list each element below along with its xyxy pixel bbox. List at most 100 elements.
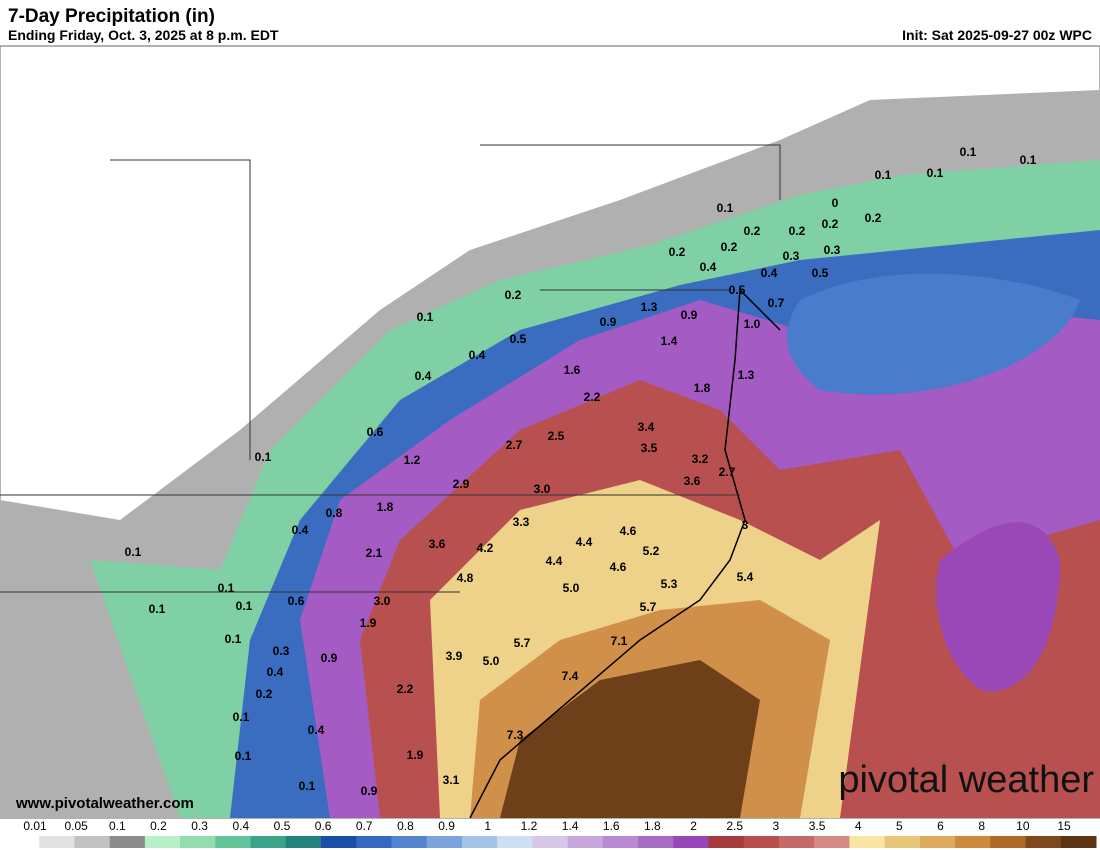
legend-tick-label: 0.2 bbox=[150, 819, 167, 833]
amount-label: 1.0 bbox=[744, 317, 761, 331]
title: 7-Day Precipitation (in) bbox=[8, 6, 215, 27]
amount-label: 0.6 bbox=[367, 425, 384, 439]
amount-label: 1.2 bbox=[404, 453, 421, 467]
legend-tick-label: 0.01 bbox=[23, 819, 47, 833]
legend-tick-label: 0.7 bbox=[356, 819, 373, 833]
legend-swatch bbox=[4, 836, 40, 848]
amount-label: 0.1 bbox=[717, 201, 734, 215]
legend-swatch bbox=[391, 836, 428, 848]
amount-label: 0.6 bbox=[288, 594, 305, 608]
legend-tick-label: 1.8 bbox=[644, 819, 661, 833]
amount-label: 1.3 bbox=[641, 300, 658, 314]
legend-tick-label: 3 bbox=[773, 819, 780, 833]
amount-label: 3.0 bbox=[534, 482, 551, 496]
amount-label: 0 bbox=[832, 196, 839, 210]
init-time: Init: Sat 2025-09-27 00z WPC bbox=[902, 27, 1092, 43]
amount-label: 3.6 bbox=[429, 537, 446, 551]
legend-tick-label: 0.6 bbox=[315, 819, 332, 833]
amount-label: 0.3 bbox=[273, 644, 290, 658]
legend-swatch bbox=[215, 836, 252, 848]
amount-label: 2.9 bbox=[453, 477, 470, 491]
legend-tick-label: 1.6 bbox=[603, 819, 620, 833]
amount-label: 0.1 bbox=[417, 310, 434, 324]
legend-swatch bbox=[955, 836, 991, 848]
amount-label: 0.1 bbox=[875, 168, 892, 182]
amount-label: 1.9 bbox=[360, 616, 377, 630]
amount-label: 0.9 bbox=[321, 651, 338, 665]
amount-label: 2.7 bbox=[719, 465, 736, 479]
amount-label: 4.8 bbox=[457, 571, 474, 585]
amount-label: 0.4 bbox=[267, 665, 284, 679]
legend-swatch bbox=[919, 836, 956, 848]
amount-label: 3.0 bbox=[374, 594, 391, 608]
watermark-url: www.pivotalweather.com bbox=[15, 795, 194, 812]
amount-label: 0.2 bbox=[256, 687, 273, 701]
legend-swatch bbox=[285, 836, 322, 848]
amount-label: 0.2 bbox=[865, 211, 882, 225]
legend-tick-label: 6 bbox=[937, 819, 944, 833]
legend-swatch bbox=[638, 836, 674, 848]
legend-tick-label: 1.2 bbox=[521, 819, 538, 833]
amount-labels: 0.10.10.1 0.10.1 00.2 0.2 0.2 0.20.2 0.20.40.3… bbox=[125, 145, 1037, 798]
amount-label: 4.6 bbox=[610, 560, 627, 574]
coastline bbox=[469, 288, 781, 819]
legend-swatch bbox=[567, 836, 604, 848]
legend-swatch bbox=[426, 836, 463, 848]
legend-swatch bbox=[743, 836, 780, 848]
amount-label: 0.3 bbox=[824, 243, 841, 257]
amount-label: 0.1 bbox=[218, 581, 235, 595]
legend-swatch bbox=[602, 836, 639, 848]
amount-label: 0.5 bbox=[729, 283, 746, 297]
amount-label: 0.1 bbox=[299, 779, 316, 793]
amount-label: 0.5 bbox=[812, 266, 829, 280]
legend-tick-label: 4 bbox=[855, 819, 862, 833]
legend-swatch bbox=[39, 836, 75, 848]
amount-label: 0.4 bbox=[308, 723, 325, 737]
amount-label: 0.1 bbox=[125, 545, 142, 559]
legend-swatch bbox=[497, 836, 533, 848]
legend-swatch bbox=[74, 836, 111, 848]
amount-label: 4.4 bbox=[546, 554, 563, 568]
amount-label: 7.4 bbox=[562, 669, 579, 683]
legend-swatch bbox=[461, 836, 498, 848]
legend-tick-label: 2 bbox=[690, 819, 697, 833]
amount-label: 7.1 bbox=[611, 634, 628, 648]
amount-label: 5.3 bbox=[661, 577, 678, 591]
legend-tick-label: 0.8 bbox=[397, 819, 414, 833]
legend-swatch bbox=[532, 836, 569, 848]
legend-swatch bbox=[109, 836, 146, 848]
legend-swatch bbox=[180, 836, 216, 848]
legend-tick-label: 0.9 bbox=[438, 819, 455, 833]
amount-label: 3.9 bbox=[446, 649, 463, 663]
amount-label: 7.3 bbox=[507, 728, 524, 742]
amount-label: 0.2 bbox=[721, 240, 738, 254]
map bbox=[0, 45, 1100, 819]
legend-swatch bbox=[1060, 836, 1097, 848]
amount-label: 3.1 bbox=[443, 773, 460, 787]
amount-label: 0.4 bbox=[761, 266, 778, 280]
legend-tick-label: 0.4 bbox=[232, 819, 249, 833]
amount-label: 0.4 bbox=[700, 260, 717, 274]
legend-tick-label: 5 bbox=[896, 819, 903, 833]
legend-tick-label: 0.05 bbox=[64, 819, 88, 833]
amount-label: 0.9 bbox=[681, 308, 698, 322]
state-lines bbox=[0, 144, 781, 593]
amount-label: 2.2 bbox=[397, 682, 414, 696]
amount-label: 1.8 bbox=[694, 381, 711, 395]
legend-swatch bbox=[321, 836, 357, 848]
legend-swatch bbox=[1025, 836, 1062, 848]
legend-swatch bbox=[990, 836, 1027, 848]
legend-tick-label: 0.1 bbox=[109, 819, 126, 833]
amount-label: 0.9 bbox=[361, 784, 378, 798]
amount-label: 0.2 bbox=[505, 288, 522, 302]
legend-tick-label: 15 bbox=[1057, 819, 1071, 833]
legend-swatch bbox=[356, 836, 392, 848]
amount-label: 0.8 bbox=[326, 506, 343, 520]
amount-label: 3.6 bbox=[684, 474, 701, 488]
legend-swatch bbox=[250, 836, 287, 848]
amount-label: 0.1 bbox=[927, 166, 944, 180]
amount-label: 0.4 bbox=[292, 523, 309, 537]
legend-tick-label: 1 bbox=[484, 819, 491, 833]
amount-label: 4.4 bbox=[576, 535, 593, 549]
legend-swatch bbox=[778, 836, 815, 848]
